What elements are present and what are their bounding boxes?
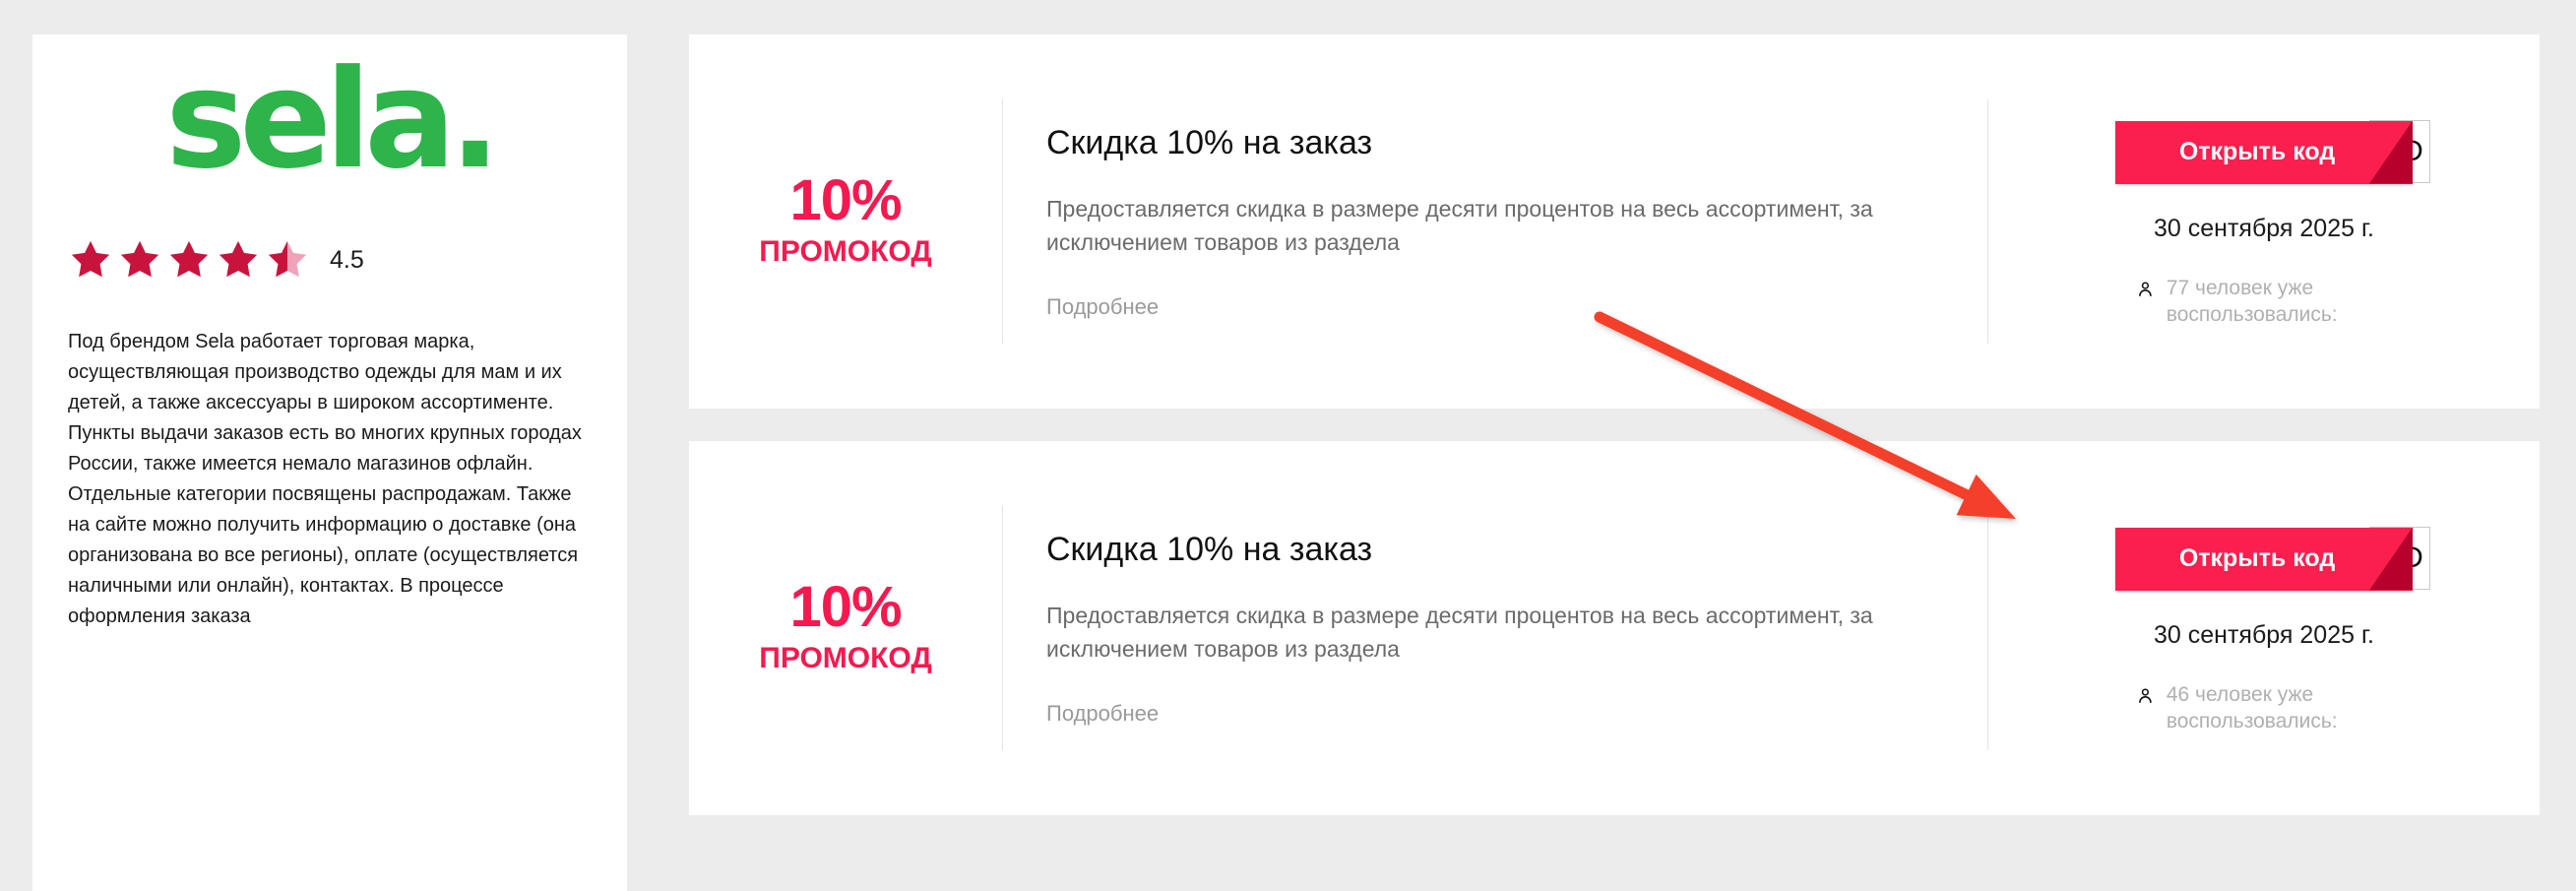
coupon-percent: 10% <box>789 575 902 640</box>
coupon-promo-label: ПРОМОКОД <box>759 642 932 675</box>
coupon-usage-text: 46 человек уже воспользовались: <box>2166 682 2338 732</box>
coupon-usage-text: 77 человек уже воспользовались: <box>2166 276 2338 326</box>
coupon-card[interactable]: 10% ПРОМОКОД Скидка 10% на заказ Предост… <box>689 441 2540 815</box>
star-icon <box>120 240 159 278</box>
coupon-more-link[interactable]: Подробнее <box>1046 294 1160 320</box>
coupon-promo-label: ПРОМОКОД <box>759 235 932 269</box>
coupon-title: Скидка 10% на заказ <box>1046 123 1373 161</box>
open-code-button[interactable]: Открыть код <box>2115 527 2413 591</box>
coupon-promo-badge: 10% ПРОМОКОД <box>689 34 1002 409</box>
star-icon <box>71 240 110 278</box>
coupon-description: Предоставляется скидка в размере десяти … <box>1046 603 1873 663</box>
coupon-more-link[interactable]: Подробнее <box>1046 701 1160 727</box>
brand-logo: sela. <box>32 34 627 207</box>
star-icon <box>169 240 209 278</box>
ribbon-fold-icon <box>2369 527 2413 591</box>
brand-description: Под брендом Sela работает торговая марка… <box>68 331 582 627</box>
coupon-action: SD Открыть код 30 сентября 2025 г. 46 че… <box>1988 441 2540 815</box>
brand-panel: sela. 4.5 Под брендом Sela работает торг… <box>32 34 627 891</box>
open-code-button-label: Открыть код <box>2178 544 2336 572</box>
coupon-code-wrap: SD Открыть код <box>2115 526 2430 592</box>
person-icon <box>2139 281 2152 296</box>
coupon-list: 10% ПРОМОКОД Скидка 10% на заказ Предост… <box>689 34 2540 815</box>
coupon-action: SD Открыть код 30 сентября 2025 г. 77 че… <box>1988 34 2540 409</box>
divider-left <box>1002 99 1003 344</box>
coupon-body: Скидка 10% на заказ Предоставляется скид… <box>1003 34 1987 409</box>
coupon-code-wrap: SD Открыть код <box>2115 119 2430 185</box>
rating-stars <box>68 237 310 283</box>
star-half-icon <box>268 240 307 278</box>
divider-right <box>1987 99 1988 344</box>
star-icon <box>219 240 258 278</box>
open-code-button[interactable]: Открыть код <box>2115 120 2413 184</box>
coupon-percent: 10% <box>789 168 902 233</box>
brand-logo-wordmark: sela. <box>165 40 501 199</box>
divider-right <box>1987 506 1988 750</box>
person-icon <box>2139 687 2152 703</box>
coupon-usage-row: 77 человек уже воспользовались: <box>2136 275 2392 328</box>
coupon-body: Скидка 10% на заказ Предоставляется скид… <box>1003 441 1987 815</box>
coupon-usage-row: 46 человек уже воспользовались: <box>2136 681 2392 734</box>
coupon-card[interactable]: 10% ПРОМОКОД Скидка 10% на заказ Предост… <box>689 34 2540 409</box>
coupon-title: Скидка 10% на заказ <box>1046 530 1373 568</box>
coupon-expire-date: 30 сентября 2025 г. <box>2154 620 2374 649</box>
open-code-button-label: Открыть код <box>2178 138 2336 165</box>
divider-left <box>1002 506 1003 750</box>
coupon-promo-badge: 10% ПРОМОКОД <box>689 441 1002 815</box>
coupon-description: Предоставляется скидка в размере десяти … <box>1046 196 1873 256</box>
rating-value: 4.5 <box>330 245 364 274</box>
ribbon-fold-icon <box>2369 120 2413 184</box>
coupon-expire-date: 30 сентября 2025 г. <box>2154 214 2374 242</box>
rating-row: 4.5 <box>32 230 627 289</box>
